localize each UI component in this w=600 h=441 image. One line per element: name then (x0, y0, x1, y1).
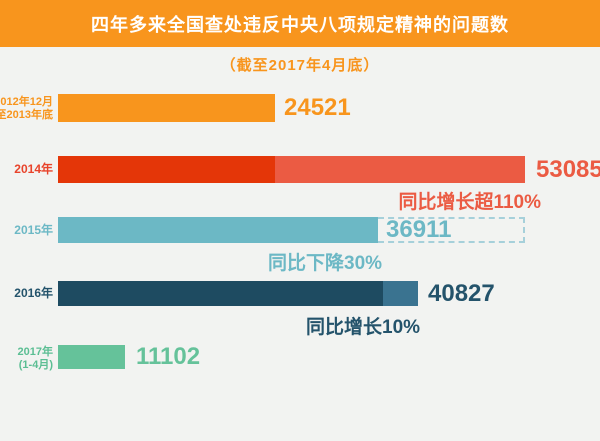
row-label-2014: 2014年 (14, 162, 53, 176)
bar-2016 (58, 281, 418, 306)
bar-2014-base-segment (58, 156, 275, 183)
row-label-2013-line1: 2012年12月 (0, 96, 53, 108)
bar-2014-increase-segment (275, 156, 525, 183)
bar-value-2013: 24521 (284, 94, 351, 121)
row-label-2017-line1: 2017年 (17, 346, 53, 358)
header-band: 四年多来全国查处违反中央八项规定精神的问题数 (0, 0, 600, 47)
row-label-2017: 2017年 (1-4月) (18, 346, 53, 372)
annotation-2015: 同比下降30% (268, 253, 383, 274)
bar-2017 (58, 345, 125, 369)
row-label-2013: 2012年12月 至2013年底 (0, 96, 53, 122)
row-label-2017-line2: (1-4月) (18, 359, 53, 371)
bar-2015 (58, 217, 378, 243)
row-label-2013-line2: 至2013年底 (0, 109, 53, 121)
bar-2016-base-segment (58, 281, 383, 306)
bar-value-2014: 53085 (536, 156, 600, 183)
bar-2016-increase-segment (383, 281, 418, 306)
bar-value-2016: 40827 (428, 280, 495, 307)
annotation-2016: 同比增长10% (306, 317, 421, 338)
dashed-prior-level-outline (378, 217, 525, 243)
chart-subtitle: （截至2017年4月底） (220, 57, 380, 74)
bar-value-2015: 36911 (386, 216, 452, 243)
chart-title: 四年多来全国查处违反中央八项规定精神的问题数 (91, 14, 509, 35)
bar-2014 (58, 156, 525, 183)
bar-2013 (58, 94, 275, 122)
row-label-2015: 2015年 (14, 223, 53, 237)
bar-value-2017: 11102 (136, 343, 201, 370)
row-label-2016: 2016年 (14, 286, 53, 300)
annotation-2014: 同比增长超110% (398, 192, 541, 213)
